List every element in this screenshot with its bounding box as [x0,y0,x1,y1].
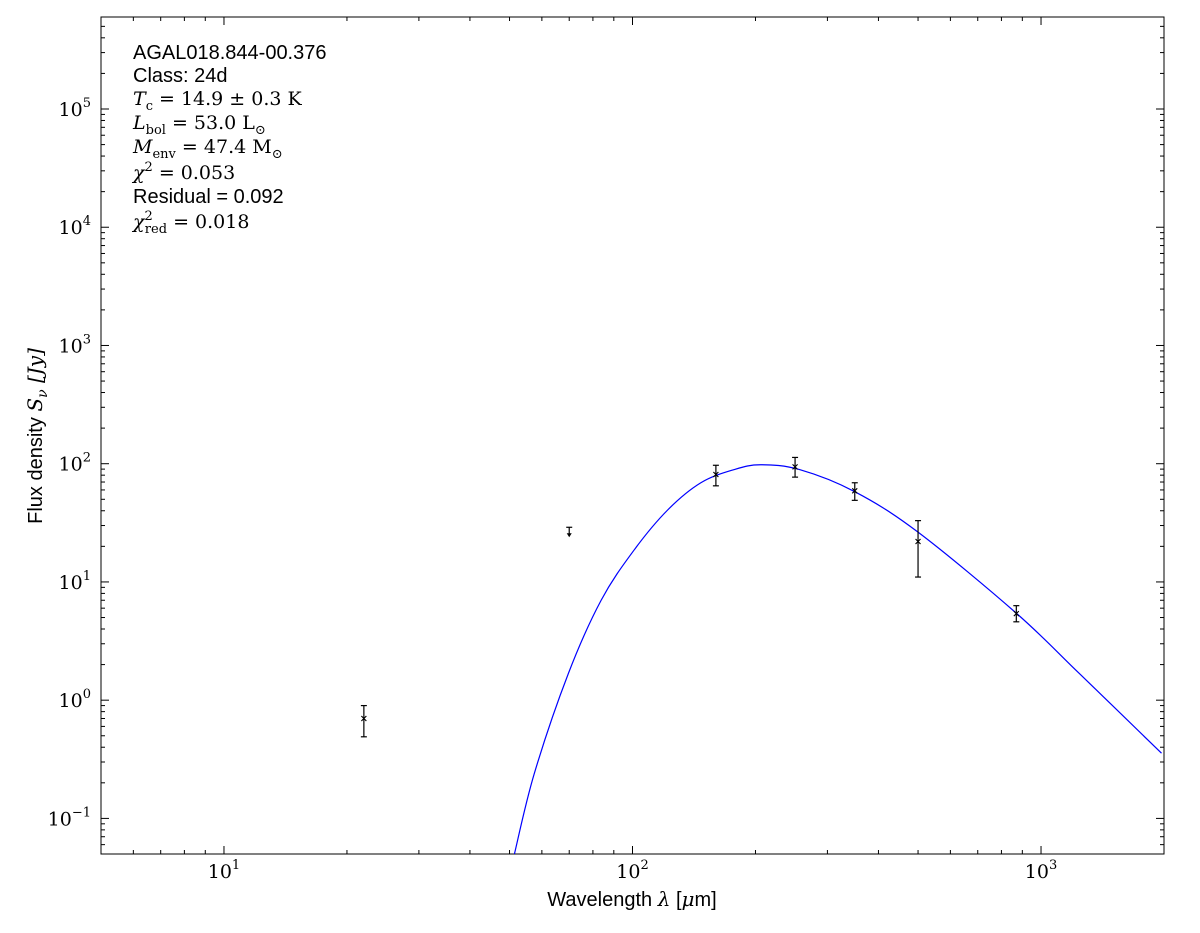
annotation-text: Class: 24d [133,65,228,87]
x-tick-label: 101 [208,858,240,883]
y-tick-label: 103 [59,332,91,357]
tick-labels: 101 102 103 10−1 100 101 102 103 104 105 [48,96,1058,883]
x-tick-label: 102 [616,858,648,883]
y-tick-label: 105 [59,96,91,121]
annotation-math: Menv = 47.4 M⊙ [132,136,283,162]
annotation-math: Lbol = 53.0 L⊙ [132,112,266,138]
annotation-math: χ2 red = 0.018 [131,209,249,237]
annotation-text: Residual = 0.092 [133,186,284,208]
data-point [915,520,922,578]
x-marker [915,538,921,545]
plot-area [100,16,1165,855]
y-tick-label: 101 [59,569,91,594]
y-tick-label: 104 [59,214,91,239]
annotation-text: AGAL018.844-00.376 [133,42,327,64]
x-marker [792,463,798,470]
x-marker [712,471,719,478]
data-points [360,456,1020,738]
down-arrow-icon [566,533,572,538]
y-tick-label: 102 [59,451,91,476]
axis-ticks [100,16,1165,855]
data-point [712,464,719,487]
annotation-math: χ2 = 0.053 [131,160,235,184]
upper-limit-point [566,526,573,538]
x-tick-label: 103 [1025,858,1057,883]
y-tick-label: 100 [59,687,91,712]
annotation-math: Tc = 14.9 ± 0.3 K [133,88,303,114]
y-axis-label: Flux density Sν [Jy] [23,348,51,524]
data-point [851,482,858,501]
x-marker [851,487,858,494]
y-tick-label: 10−1 [48,805,91,830]
data-point [1013,605,1020,623]
data-point [360,704,367,738]
x-axis-label: Wavelength λ [μm] [547,887,716,911]
x-marker [360,715,367,722]
x-marker [1013,610,1020,617]
data-point [792,456,799,478]
